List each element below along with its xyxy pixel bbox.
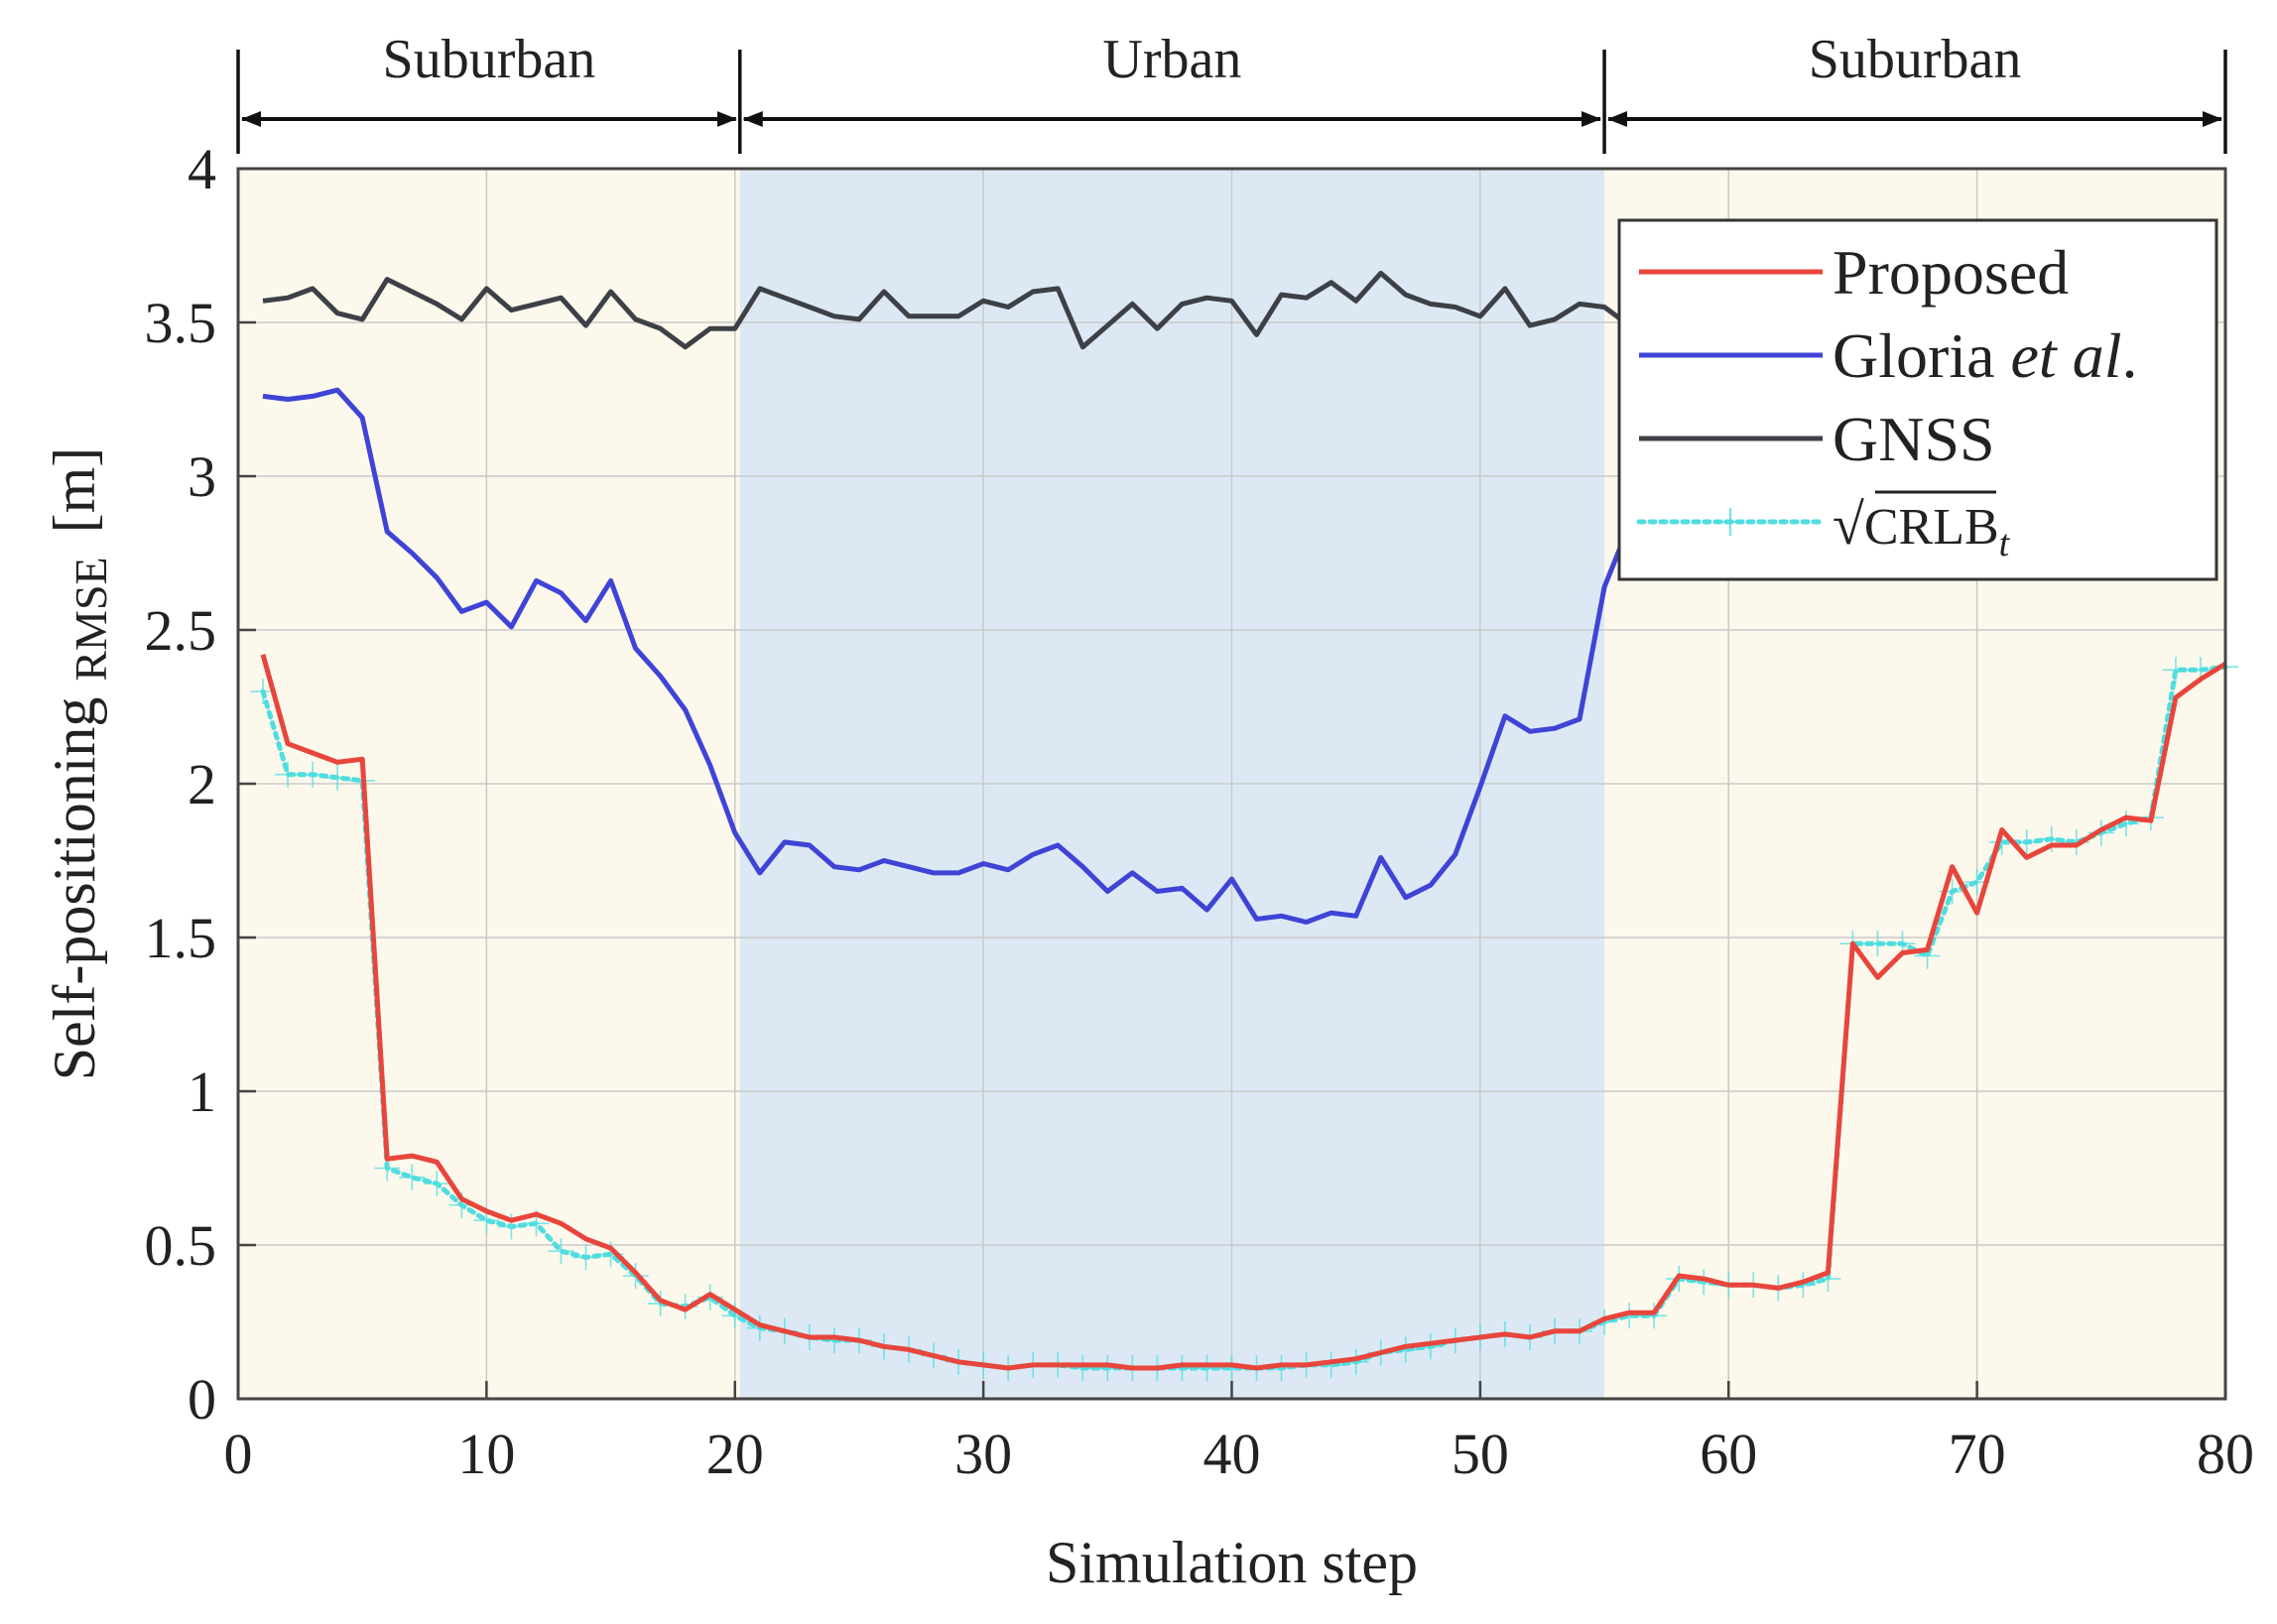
y-tick-label-3: 1.5 [145, 906, 217, 970]
y-axis-label-main: Self-positioning [42, 697, 107, 1081]
y-tick-label-8: 4 [188, 137, 216, 201]
y-tick-label-2: 1 [188, 1060, 216, 1124]
series-line-1 [262, 387, 1632, 925]
x-tick-label-1: 10 [457, 1422, 515, 1486]
point-marker [324, 764, 351, 791]
x-tick-label-3: 30 [954, 1422, 1012, 1486]
legend-item-3: √CRLBt [1636, 490, 2011, 564]
legend-item-2: GNSS [1639, 404, 1995, 474]
series-lines [250, 270, 2238, 1381]
series-line-2 [262, 270, 1631, 350]
y-tick-label-7: 3.5 [145, 291, 217, 355]
x-tick-label-7: 70 [1949, 1422, 2006, 1486]
legend-item-1: Gloria et al. [1639, 320, 2137, 391]
point-marker [275, 761, 302, 788]
point-marker [2162, 657, 2189, 684]
y-tick-label-5: 2.5 [145, 598, 217, 663]
point-marker [572, 1244, 599, 1271]
axis-ticks: 0 10 20 30 40 50 60 70 80 0 0.5 1 1.5 2 2.5 3 3.5 4 [145, 137, 2255, 1486]
legend-label: Proposed [1833, 237, 2069, 308]
point-marker [424, 1171, 450, 1196]
region-label-1: Urban [1102, 29, 1241, 90]
series-line-0 [260, 654, 2227, 1371]
point-marker [1864, 931, 1891, 957]
y-axis-title-text: Self-positioning RMSE [m] [42, 447, 116, 1081]
legend-label: Gloria et al. [1833, 320, 2137, 391]
legend-label: √CRLBt [1833, 492, 2011, 564]
point-marker [1194, 1355, 1220, 1381]
legend-label: GNSS [1833, 404, 1995, 474]
legend-item-0: Proposed [1639, 237, 2069, 308]
legend: Proposed Gloria et al. GNSS √CRLBt [1617, 218, 2218, 581]
point-marker [1070, 1355, 1096, 1381]
x-tick-label-0: 0 [224, 1422, 253, 1486]
x-tick-label-2: 20 [706, 1422, 764, 1486]
x-tick-label-8: 80 [2197, 1422, 2254, 1486]
point-marker [399, 1164, 426, 1190]
region-label-2: Suburban [1809, 29, 2022, 90]
y-axis-title: Self-positioning RMSE [m] [42, 447, 116, 1081]
point-marker [2013, 828, 2040, 855]
region-label-0: Suburban [383, 29, 596, 90]
y-tick-label-6: 3 [188, 444, 216, 509]
point-marker [300, 761, 326, 788]
x-tick-label-4: 40 [1203, 1422, 1261, 1486]
y-tick-label-0: 0 [188, 1367, 216, 1432]
x-tick-label-5: 50 [1452, 1422, 1509, 1486]
y-axis-label-unit: [m] [42, 447, 107, 534]
region-annotations: Suburban Urban Suburban [236, 29, 2227, 154]
y-axis-label-subscript: RMSE [65, 557, 116, 681]
x-tick-label-6: 60 [1700, 1422, 1757, 1486]
legend-marker [1716, 508, 1744, 536]
y-tick-label-4: 2 [188, 752, 216, 816]
point-marker [548, 1238, 574, 1265]
point-marker [1641, 1303, 1668, 1329]
y-tick-label-1: 0.5 [145, 1213, 217, 1278]
x-axis-title: Simulation step [1046, 1530, 1418, 1595]
